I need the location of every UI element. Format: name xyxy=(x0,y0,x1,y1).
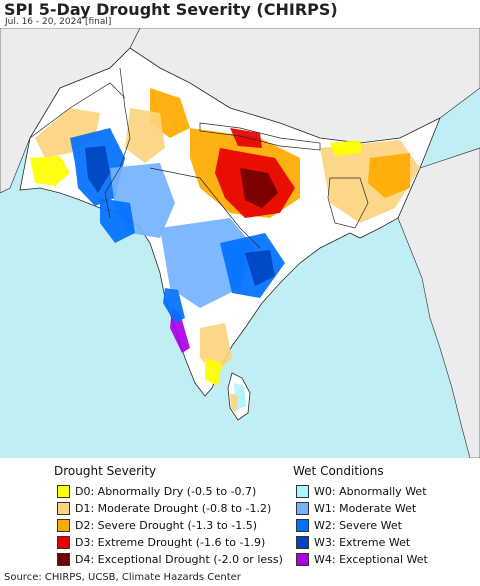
patch-d0-south xyxy=(205,358,222,386)
legend-swatch xyxy=(57,484,70,498)
country-border-nepal xyxy=(199,122,321,151)
map-subtitle: Jul. 16 - 20, 2024 [final] xyxy=(5,17,112,27)
state-border-central xyxy=(149,167,261,249)
patch-d0-pakistan-west xyxy=(30,156,70,186)
legend-label: D1: Moderate Drought (-0.8 to -1.2) xyxy=(75,501,272,515)
land-outside-east xyxy=(397,147,480,458)
patch-w3-coast xyxy=(245,250,275,286)
legend-swatch xyxy=(296,552,309,566)
map-canvas xyxy=(0,28,480,458)
legend-swatch xyxy=(57,501,70,515)
legend-item-d2: D2: Severe Drought (-1.3 to -1.5) xyxy=(57,517,257,533)
country-border-bangladesh xyxy=(327,177,369,229)
patch-d2-northeast xyxy=(368,153,410,198)
legend-label: W4: Exceptional Wet xyxy=(314,552,428,566)
source-footer: Source: CHIRPS, UCSB, Climate Hazards Ce… xyxy=(4,572,241,583)
legend-item-d3: D3: Extreme Drought (-1.6 to -1.9) xyxy=(57,534,265,550)
legend-item-w0: W0: Abnormally Wet xyxy=(296,483,427,499)
legend-swatch xyxy=(57,518,70,532)
legend-swatch xyxy=(296,501,309,515)
patch-d4-central xyxy=(240,168,278,208)
legend-swatch xyxy=(57,552,70,566)
legend-swatch xyxy=(296,535,309,549)
country-border-afg xyxy=(29,82,126,139)
legend-item-d4: D4: Exceptional Drought (-2.0 or less) xyxy=(57,551,283,567)
legend-item-w3: W3: Extreme Wet xyxy=(296,534,410,550)
drought-map xyxy=(0,28,480,458)
legend-item-w4: W4: Exceptional Wet xyxy=(296,551,428,567)
legend-label: D3: Extreme Drought (-1.6 to -1.9) xyxy=(75,535,266,549)
legend-label: D0: Abnormally Dry (-0.5 to -0.7) xyxy=(75,484,257,498)
legend-label: D4: Exceptional Drought (-2.0 or less) xyxy=(75,552,283,566)
patch-d1-north-india xyxy=(125,108,165,163)
patch-w2-kerala-coast xyxy=(163,288,185,323)
patch-d3-himalaya xyxy=(230,128,262,148)
legend-label: W2: Severe Wet xyxy=(314,518,402,532)
legend-item-d1: D1: Moderate Drought (-0.8 to -1.2) xyxy=(57,500,271,516)
patch-d0-bhutan xyxy=(330,140,362,156)
legend-label: D2: Severe Drought (-1.3 to -1.5) xyxy=(75,518,258,532)
patch-d1-sri-lanka xyxy=(230,393,238,413)
country-border-pak-ind xyxy=(104,67,131,219)
legend-label: W3: Extreme Wet xyxy=(314,535,411,549)
legend: Drought Severity Wet Conditions D0: Abno… xyxy=(0,458,480,568)
wet-legend-heading: Wet Conditions xyxy=(293,464,384,478)
patch-w2-gujarat xyxy=(100,198,135,243)
legend-label: W1: Moderate Wet xyxy=(314,501,417,515)
legend-item-d0: D0: Abnormally Dry (-0.5 to -0.7) xyxy=(57,483,256,499)
legend-label: W0: Abnormally Wet xyxy=(314,484,427,498)
legend-swatch xyxy=(296,518,309,532)
legend-item-w1: W1: Moderate Wet xyxy=(296,500,416,516)
patch-d1-afghanistan xyxy=(35,108,100,158)
legend-swatch xyxy=(57,535,70,549)
patch-w3-indus xyxy=(85,146,110,193)
legend-item-w2: W2: Severe Wet xyxy=(296,517,402,533)
legend-swatch xyxy=(296,484,309,498)
map-title: SPI 5-Day Drought Severity (CHIRPS) xyxy=(4,0,338,19)
drought-legend-heading: Drought Severity xyxy=(54,464,157,478)
